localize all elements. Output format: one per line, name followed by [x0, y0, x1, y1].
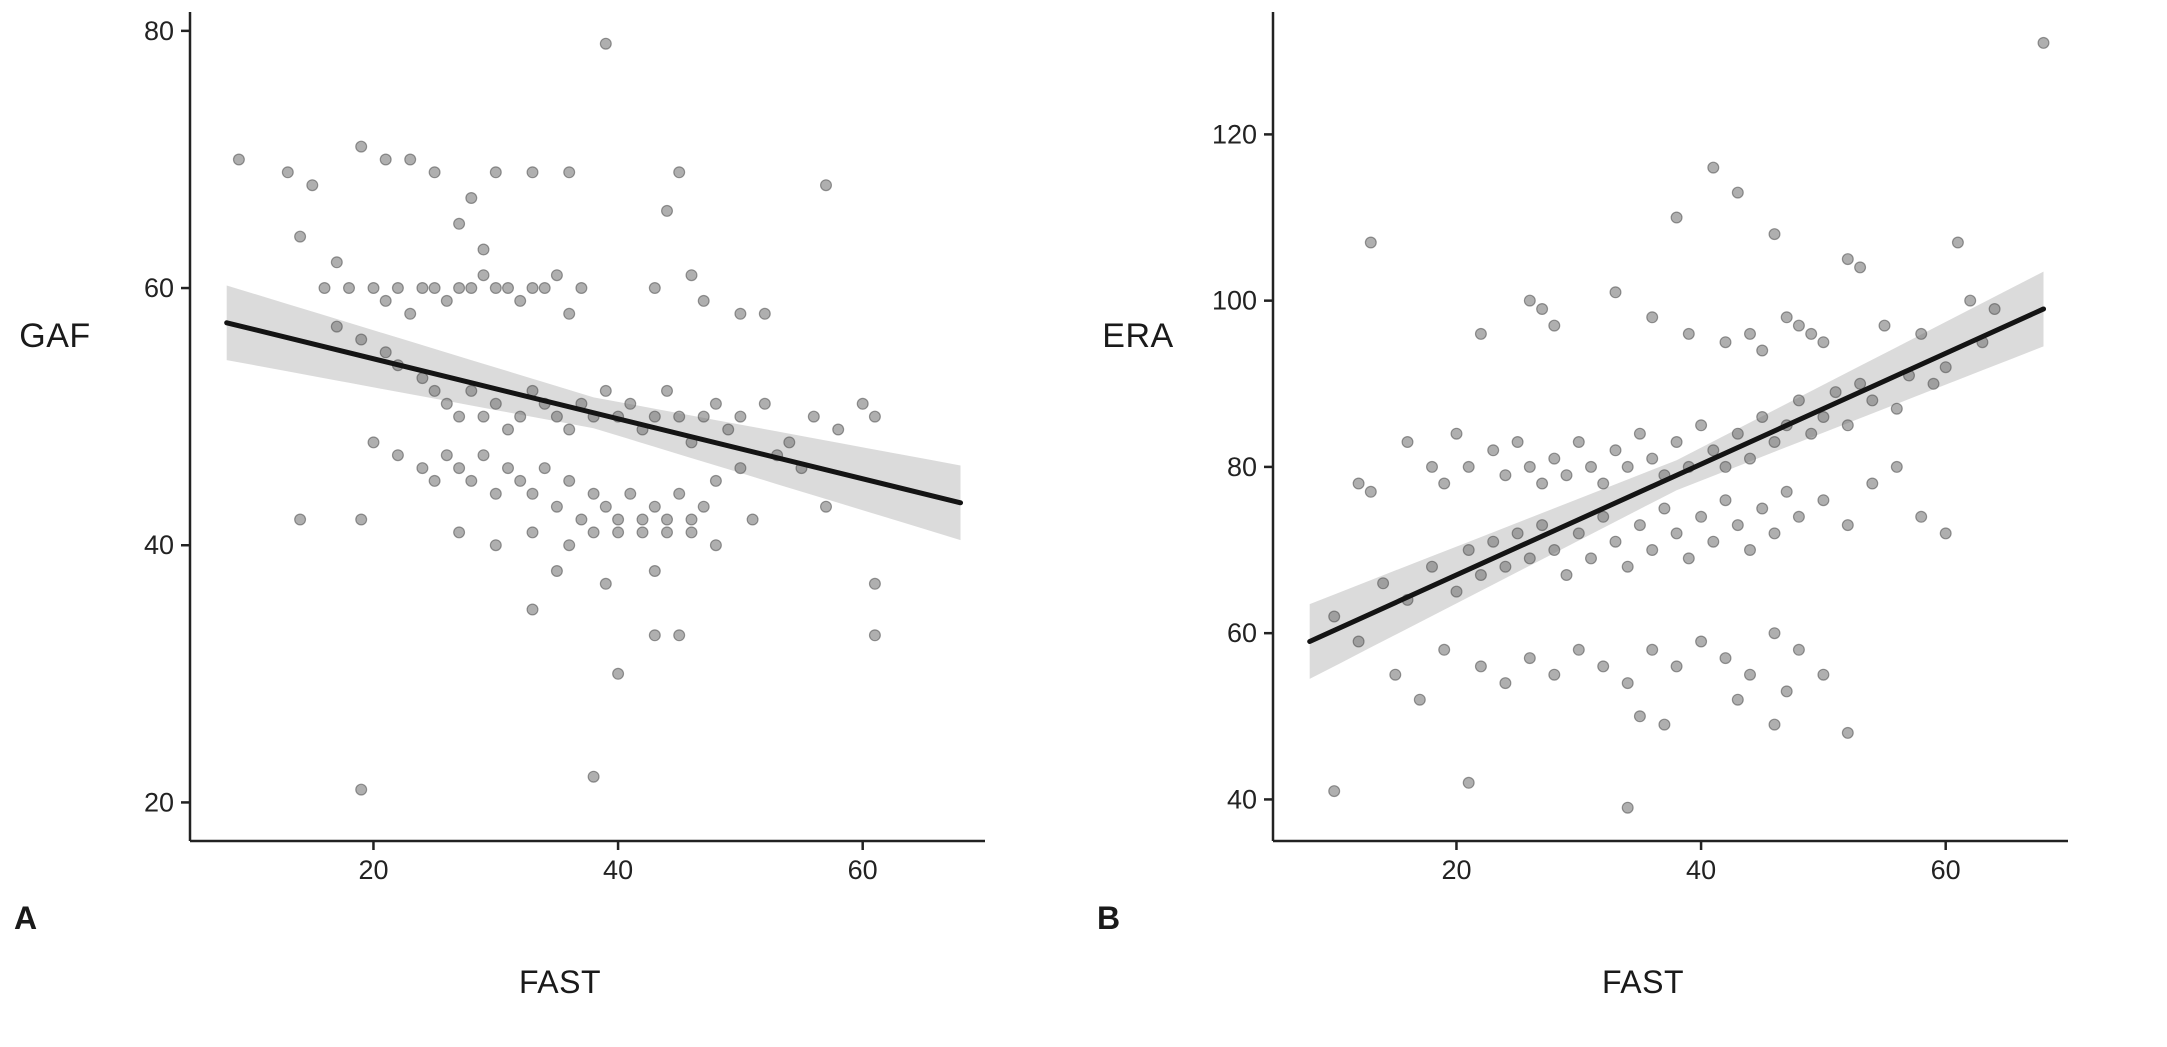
- svg-text:40: 40: [603, 855, 633, 885]
- panel-a-plot-row: GAF 20 40 60 20 40 60 80: [0, 6, 1083, 886]
- panel-b-plot-row: ERA 20 40 60 40 60 80 100 120: [1083, 6, 2166, 886]
- panel-a-footer: A FAST: [0, 886, 1083, 1046]
- svg-text:20: 20: [358, 855, 388, 885]
- svg-text:40: 40: [144, 530, 174, 560]
- scatter-plot-era-vs-fast: 20 40 60 40 60 80 100 120: [1212, 12, 2068, 885]
- panel-a: GAF 20 40 60 20 40 60 80 A FAST: [0, 0, 1083, 1047]
- svg-text:60: 60: [848, 855, 878, 885]
- svg-text:40: 40: [1227, 784, 1257, 814]
- scatter-plot-gaf-vs-fast: 20 40 60 20 40 60 80: [144, 12, 985, 885]
- x-axis-label-fast-b: FAST: [1601, 964, 1684, 1000]
- panel-b: ERA 20 40 60 40 60 80 100 120 B FAST: [1083, 0, 2166, 1047]
- svg-text:80: 80: [144, 16, 174, 46]
- panel-letter-b: B: [1097, 900, 1121, 936]
- y-axis-label-era: ERA: [1102, 316, 1174, 355]
- svg-text:60: 60: [144, 273, 174, 303]
- svg-text:80: 80: [1227, 452, 1257, 482]
- svg-text:20: 20: [1441, 855, 1471, 885]
- panel-letter-a: A: [14, 900, 38, 936]
- svg-text:60: 60: [1227, 618, 1257, 648]
- svg-text:60: 60: [1931, 855, 1961, 885]
- svg-text:120: 120: [1212, 119, 1257, 149]
- y-axis-label-gaf: GAF: [19, 316, 91, 355]
- panel-b-footer: B FAST: [1083, 886, 2166, 1046]
- svg-text:40: 40: [1686, 855, 1716, 885]
- svg-text:20: 20: [144, 787, 174, 817]
- svg-text:100: 100: [1212, 286, 1257, 316]
- x-axis-label-fast-a: FAST: [518, 964, 601, 1000]
